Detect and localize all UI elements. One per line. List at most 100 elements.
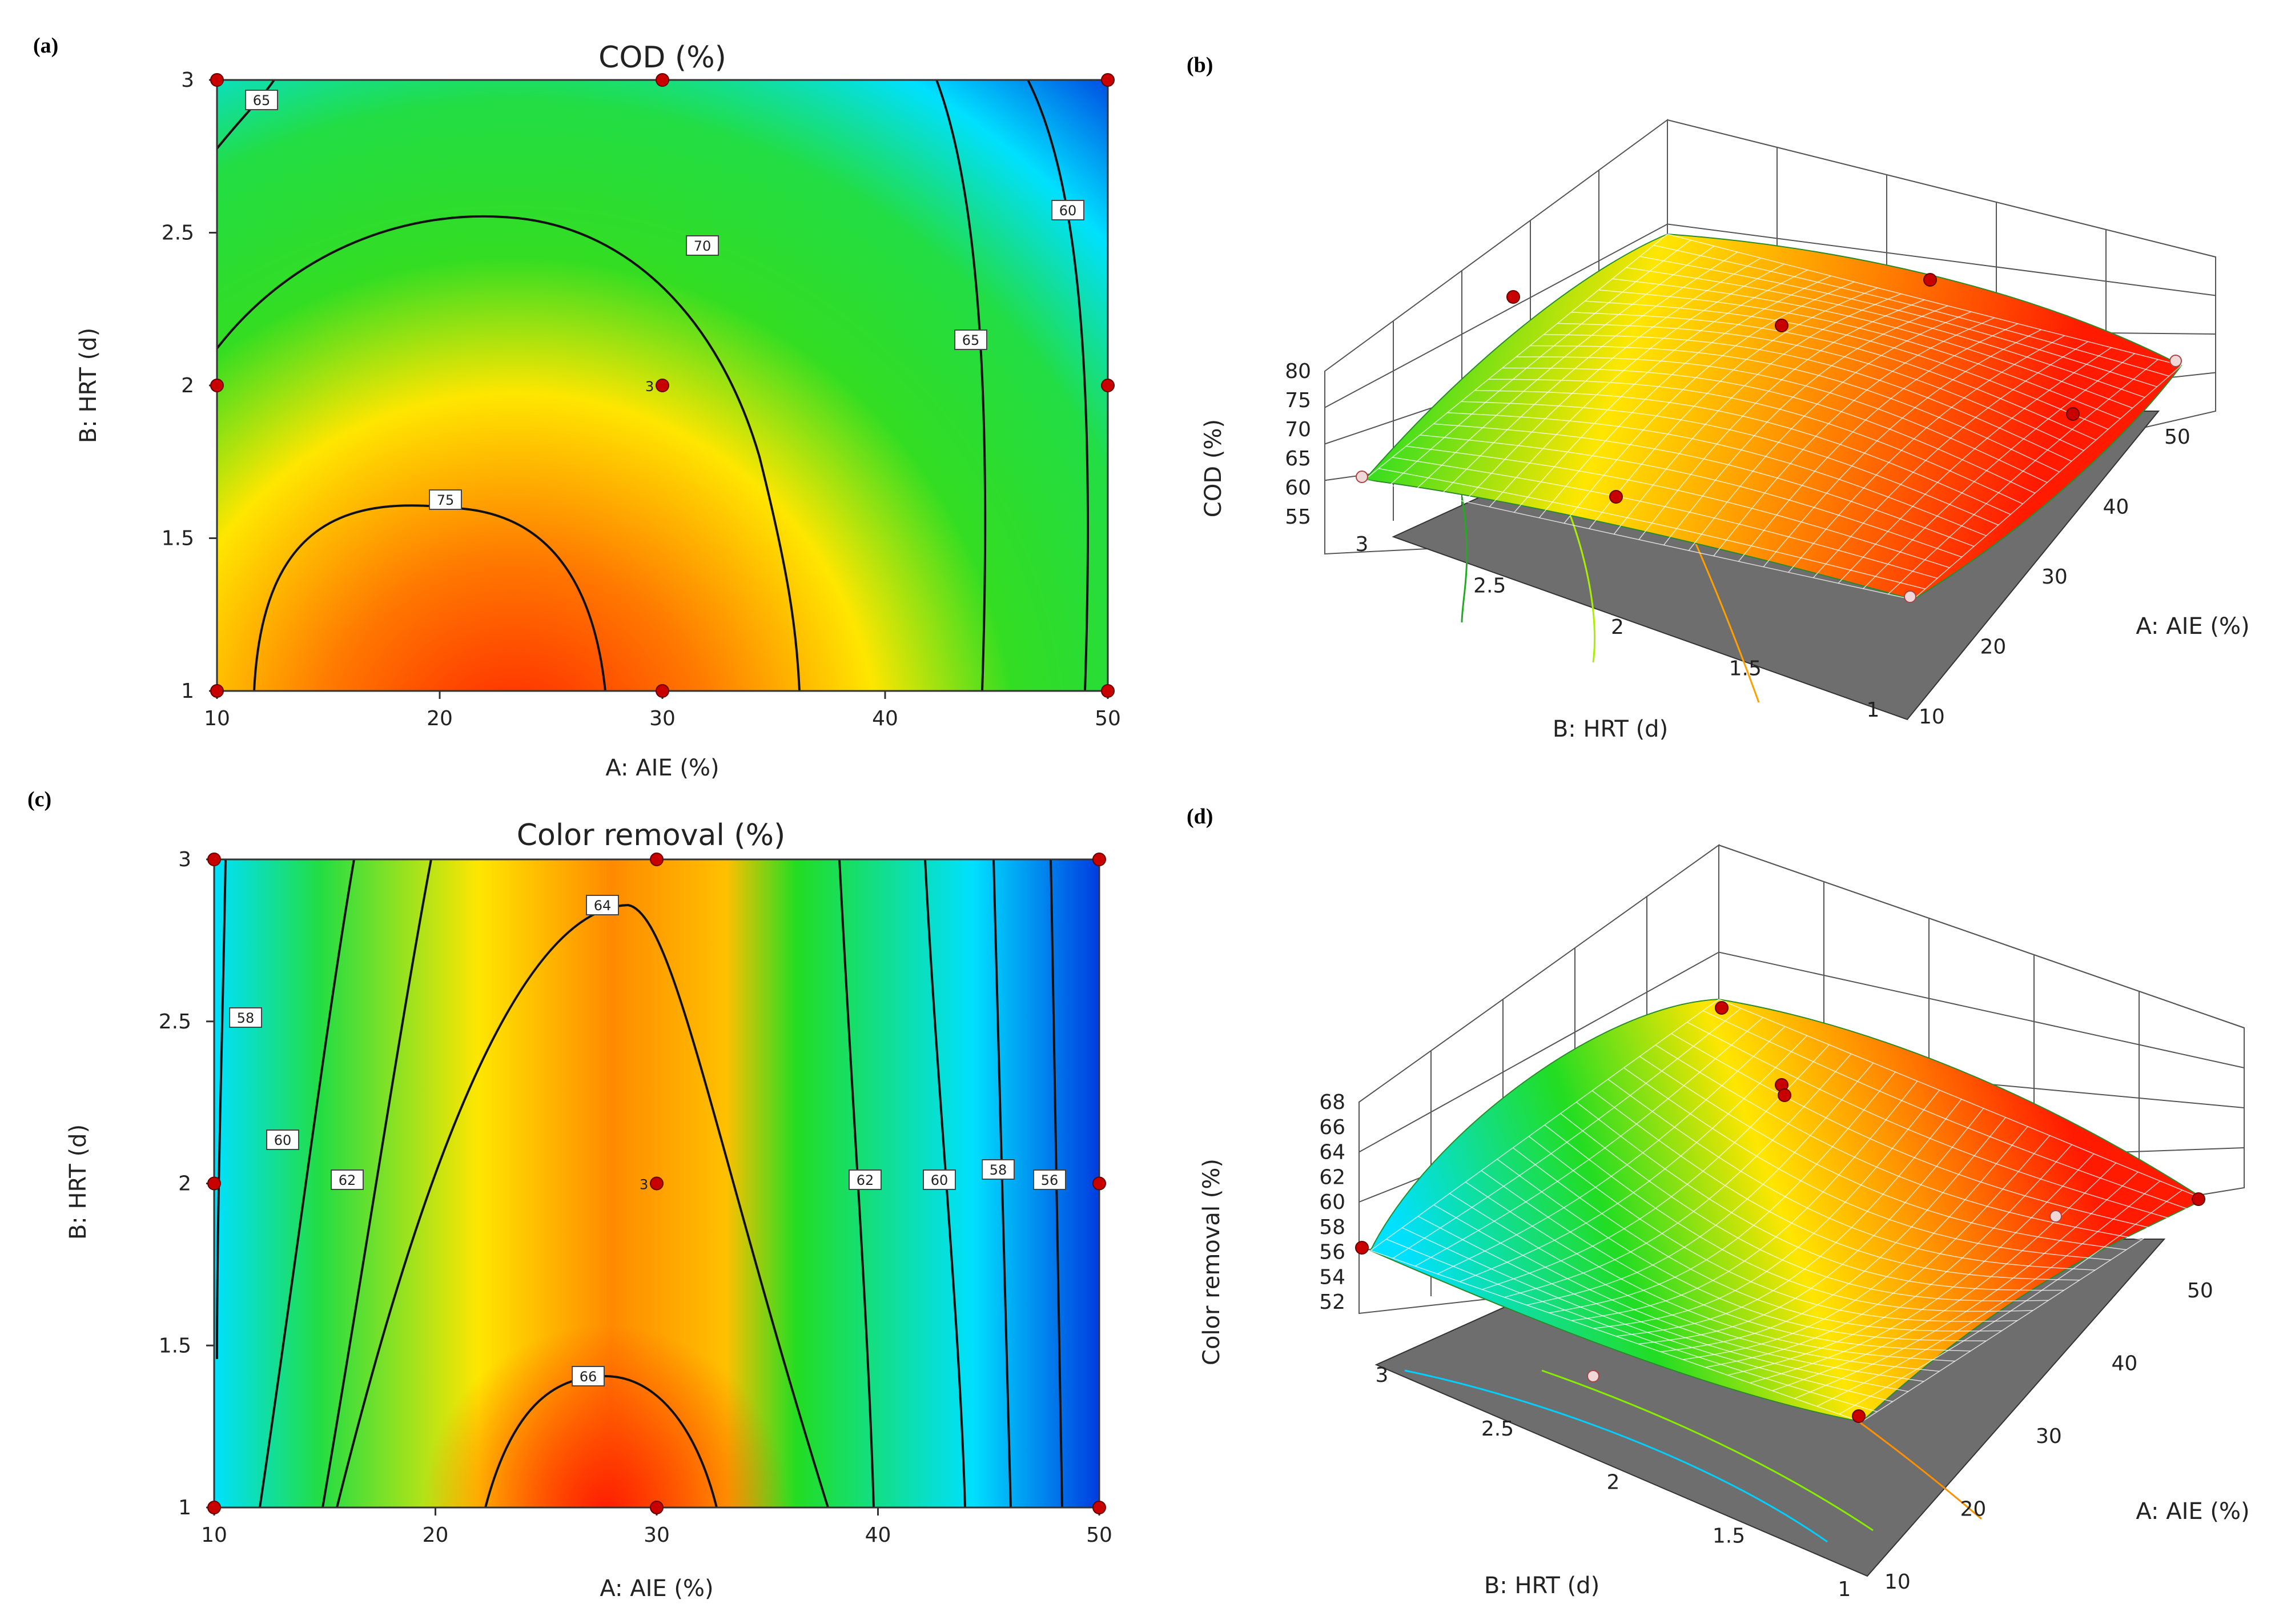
y-tick-label: 3 — [1356, 533, 1369, 556]
panel-d-letter: (d) — [1187, 805, 1213, 829]
svg-text:64: 64 — [594, 898, 612, 914]
panel-b: (b) 55 60 65 70 75 80 3 2.5 2 1.5 1 10 20 30 40 50 B: H… — [1187, 53, 2250, 742]
panel-c: (c) Color removal (%) 10 20 30 40 50 1 1.5 2 2.5… — [27, 787, 1112, 1602]
panel-a-contours — [217, 80, 1090, 691]
contour-label: 60 — [923, 1169, 956, 1190]
svg-text:70: 70 — [694, 238, 712, 254]
x-tick-label: 30 — [644, 1523, 670, 1547]
contour-label: 60 — [266, 1129, 299, 1150]
mesh-line — [1661, 1117, 2006, 1353]
panel-b-point — [1904, 590, 1916, 603]
mesh-line — [1863, 353, 2135, 589]
svg-text:62: 62 — [339, 1172, 356, 1188]
z-tick-label: 75 — [1285, 389, 1311, 412]
panel-d-point — [2049, 1210, 2062, 1223]
mesh-line — [1718, 999, 2205, 1200]
contour-58-right — [992, 859, 1012, 1508]
mesh-line — [1607, 1079, 2096, 1271]
panel-c-ylabel: B: HRT (d) — [65, 1124, 91, 1240]
contour-label: 66 — [572, 1366, 605, 1386]
contour-70 — [217, 215, 801, 691]
panel-b-point — [2169, 355, 2182, 367]
x-tick-label: 20 — [423, 1523, 449, 1547]
panel-b-zlabel: COD (%) — [1200, 419, 1227, 517]
panel-d-zlabel: Color removal (%) — [1199, 1159, 1225, 1365]
mesh-line — [1626, 267, 2145, 398]
svg-text:58: 58 — [237, 1010, 255, 1026]
panel-b-point — [2066, 407, 2080, 421]
design-point — [210, 73, 224, 87]
mesh-line — [1530, 345, 2060, 473]
mesh-line — [1623, 1067, 2111, 1261]
z-tick-label: 80 — [1285, 360, 1311, 383]
design-point — [210, 379, 224, 392]
y-tick-label: 2.5 — [159, 1010, 191, 1034]
y-tick-label: 1.5 — [159, 1334, 191, 1357]
design-point — [656, 379, 669, 392]
panel-b-point — [1356, 471, 1368, 483]
y-tick-label: 3 — [178, 848, 191, 871]
panel-a-design-points: 3 — [210, 73, 1115, 698]
svg-text:66: 66 — [580, 1369, 597, 1385]
mesh-line — [1598, 289, 2121, 419]
mesh-line — [1591, 1090, 2080, 1281]
svg-text:65: 65 — [253, 93, 271, 108]
x-tick-label: 10 — [1884, 1570, 1911, 1594]
design-point — [656, 73, 669, 87]
panel-d-point — [1715, 1001, 1729, 1015]
x-tick-label: 30 — [649, 707, 676, 730]
y-tick-label: 2.5 — [1473, 574, 1506, 598]
contour-label: 62 — [849, 1169, 882, 1190]
mesh-line — [1816, 1180, 2161, 1407]
center-replicate-label: 3 — [640, 1177, 648, 1193]
z-tick-label: 55 — [1285, 505, 1311, 529]
panel-a-letter: (a) — [33, 34, 58, 58]
mesh-line — [1763, 329, 2041, 568]
contour-62-right — [838, 859, 875, 1508]
z-tick-label: 58 — [1319, 1216, 1345, 1239]
mesh-line — [1687, 1022, 2173, 1220]
z-tick-label: 56 — [1319, 1241, 1345, 1264]
contour-label: 58 — [229, 1007, 262, 1028]
panel-a-contour-labels: 65 70 75 65 60 — [245, 90, 1084, 510]
z-tick-label: 68 — [1319, 1091, 1345, 1114]
contour-66 — [484, 1374, 718, 1508]
y-tick-label: 1 — [181, 680, 194, 703]
panel-b-point — [1506, 290, 1520, 304]
contour-label: 70 — [686, 235, 719, 256]
x-tick-label: 20 — [1980, 636, 2007, 659]
contour-label: 60 — [1051, 200, 1084, 220]
x-tick-label: 50 — [2164, 425, 2190, 449]
z-tick-label: 70 — [1285, 418, 1311, 441]
mesh-line — [1571, 312, 2096, 441]
panel-c-design-points: 3 — [207, 853, 1106, 1514]
panel-d-frame-edges — [1358, 845, 2245, 1313]
x-tick-label: 40 — [872, 707, 898, 730]
panel-b-letter: (b) — [1187, 53, 1213, 77]
x-tick-label: 40 — [2112, 1352, 2138, 1376]
contour-label: 56 — [1033, 1169, 1066, 1190]
panel-b-xlabel: A: AIE (%) — [2136, 613, 2249, 640]
x-tick-label: 40 — [865, 1523, 891, 1547]
y-tick-label: 1 — [178, 1496, 191, 1520]
design-point — [1101, 73, 1115, 87]
svg-text:62: 62 — [857, 1172, 874, 1188]
mesh-line — [1713, 317, 1995, 557]
design-point — [1092, 1501, 1106, 1514]
design-point — [207, 853, 221, 866]
panel-a-xlabel: A: AIE (%) — [605, 755, 719, 781]
panel-b-floor-contour-3 — [1689, 530, 1760, 703]
y-tick-label: 2.5 — [162, 222, 194, 245]
z-tick-label: 60 — [1319, 1191, 1345, 1214]
mesh-line — [1839, 1189, 2182, 1415]
z-tick-label: 64 — [1319, 1141, 1345, 1164]
contour-label: 65 — [954, 329, 987, 350]
panel-b-point — [1609, 490, 1623, 504]
y-tick-label: 1 — [1867, 698, 1880, 722]
y-tick-label: 1.5 — [162, 527, 194, 550]
y-tick-label: 1 — [1838, 1578, 1851, 1601]
wall-grid-line — [1324, 223, 2216, 408]
svg-text:58: 58 — [990, 1162, 1007, 1178]
